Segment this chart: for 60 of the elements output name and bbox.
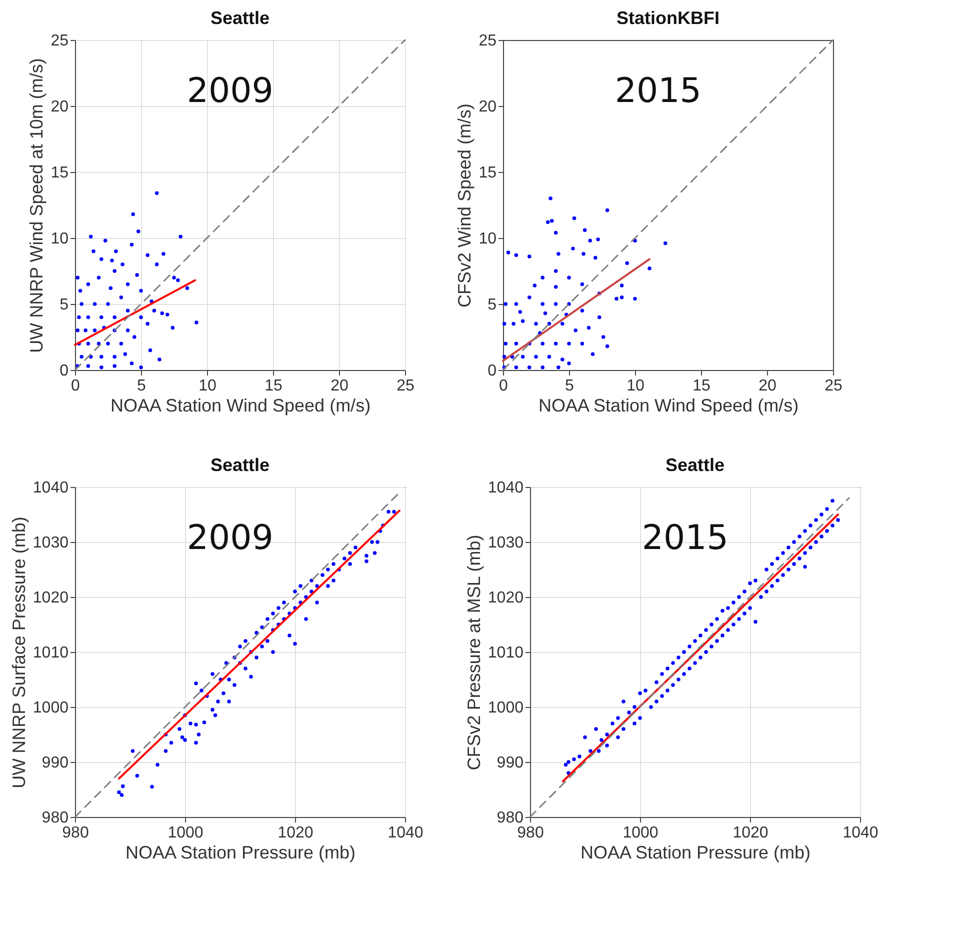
- y-tick-label: 0: [488, 362, 497, 380]
- x-tick-label: 980: [517, 824, 544, 842]
- y-axis-title: UW NNRP Wind Speed at 10m (m/s): [26, 58, 47, 353]
- y-tick-label: 1010: [32, 644, 69, 662]
- x-tick-label: 25: [824, 378, 842, 394]
- x-tick-label: 0: [71, 378, 80, 394]
- x-tick-label: 20: [330, 378, 348, 394]
- y-tick-label: 10: [478, 230, 497, 248]
- y-tick-label: 5: [60, 296, 69, 314]
- x-tick-label: 20: [758, 378, 776, 394]
- y-tick-label: 15: [478, 164, 497, 182]
- chart-title: Seattle: [210, 455, 270, 475]
- y-tick-label: 1030: [32, 534, 69, 552]
- y-tick-label: 980: [42, 810, 69, 826]
- chart-title: StationKBFI: [616, 8, 720, 28]
- y-tick-label: 1040: [32, 480, 69, 496]
- y-tick-label: 1010: [488, 644, 524, 662]
- x-tick-label: 1020: [278, 824, 314, 842]
- y-tick-label: 1030: [488, 534, 524, 552]
- x-tick-label: 5: [137, 378, 146, 394]
- y-tick-label: 5: [488, 296, 497, 314]
- y-tick-label: 20: [50, 98, 69, 116]
- annotation: 2009: [186, 518, 274, 558]
- annotation: 2015: [614, 71, 702, 111]
- x-tick-label: 15: [692, 378, 710, 394]
- y-tick-label: 1000: [488, 700, 524, 716]
- x-axis-title: NOAA Station Pressure (mb): [125, 842, 356, 862]
- x-tick-label: 15: [264, 378, 282, 394]
- annotation: 2009: [186, 71, 274, 111]
- chart-title: Seattle: [210, 8, 270, 28]
- x-tick-label: 1000: [168, 824, 204, 842]
- y-tick-label: 990: [496, 754, 524, 772]
- x-axis-title: NOAA Station Wind Speed (m/s): [110, 396, 371, 416]
- x-tick-label: 1000: [622, 824, 658, 842]
- x-tick-label: 25: [396, 378, 414, 394]
- y-tick-label: 20: [478, 98, 497, 116]
- y-tick-label: 1020: [488, 590, 524, 606]
- x-tick-label: 1020: [732, 824, 768, 842]
- y-axis-title: CFSv2 Wind Speed (m/s): [454, 103, 475, 308]
- x-axis-title: NOAA Station Wind Speed (m/s): [538, 396, 799, 416]
- chart-title: Seattle: [665, 455, 725, 475]
- y-tick-label: 990: [42, 754, 69, 772]
- x-tick-label: 1040: [842, 824, 878, 842]
- y-axis-title: UW NNRP Surface Pressure (mb): [8, 516, 29, 788]
- annotation: 2015: [642, 518, 728, 558]
- y-tick-label: 15: [50, 164, 69, 182]
- x-tick-label: 1040: [388, 824, 424, 842]
- y-tick-label: 1020: [32, 590, 69, 606]
- x-tick-label: 10: [198, 378, 216, 394]
- y-axis-title: CFSv2 Pressure at MSL (mb): [464, 534, 484, 770]
- y-tick-label: 25: [478, 32, 497, 50]
- x-axis-title: NOAA Station Pressure (mb): [580, 842, 811, 862]
- x-tick-label: 10: [626, 378, 644, 394]
- y-tick-label: 980: [496, 810, 524, 826]
- y-tick-label: 1040: [488, 480, 524, 496]
- y-tick-label: 0: [60, 362, 69, 380]
- x-tick-label: 5: [565, 378, 574, 394]
- y-tick-label: 25: [50, 32, 69, 50]
- y-tick-label: 10: [50, 230, 69, 248]
- y-tick-label: 1000: [32, 700, 69, 716]
